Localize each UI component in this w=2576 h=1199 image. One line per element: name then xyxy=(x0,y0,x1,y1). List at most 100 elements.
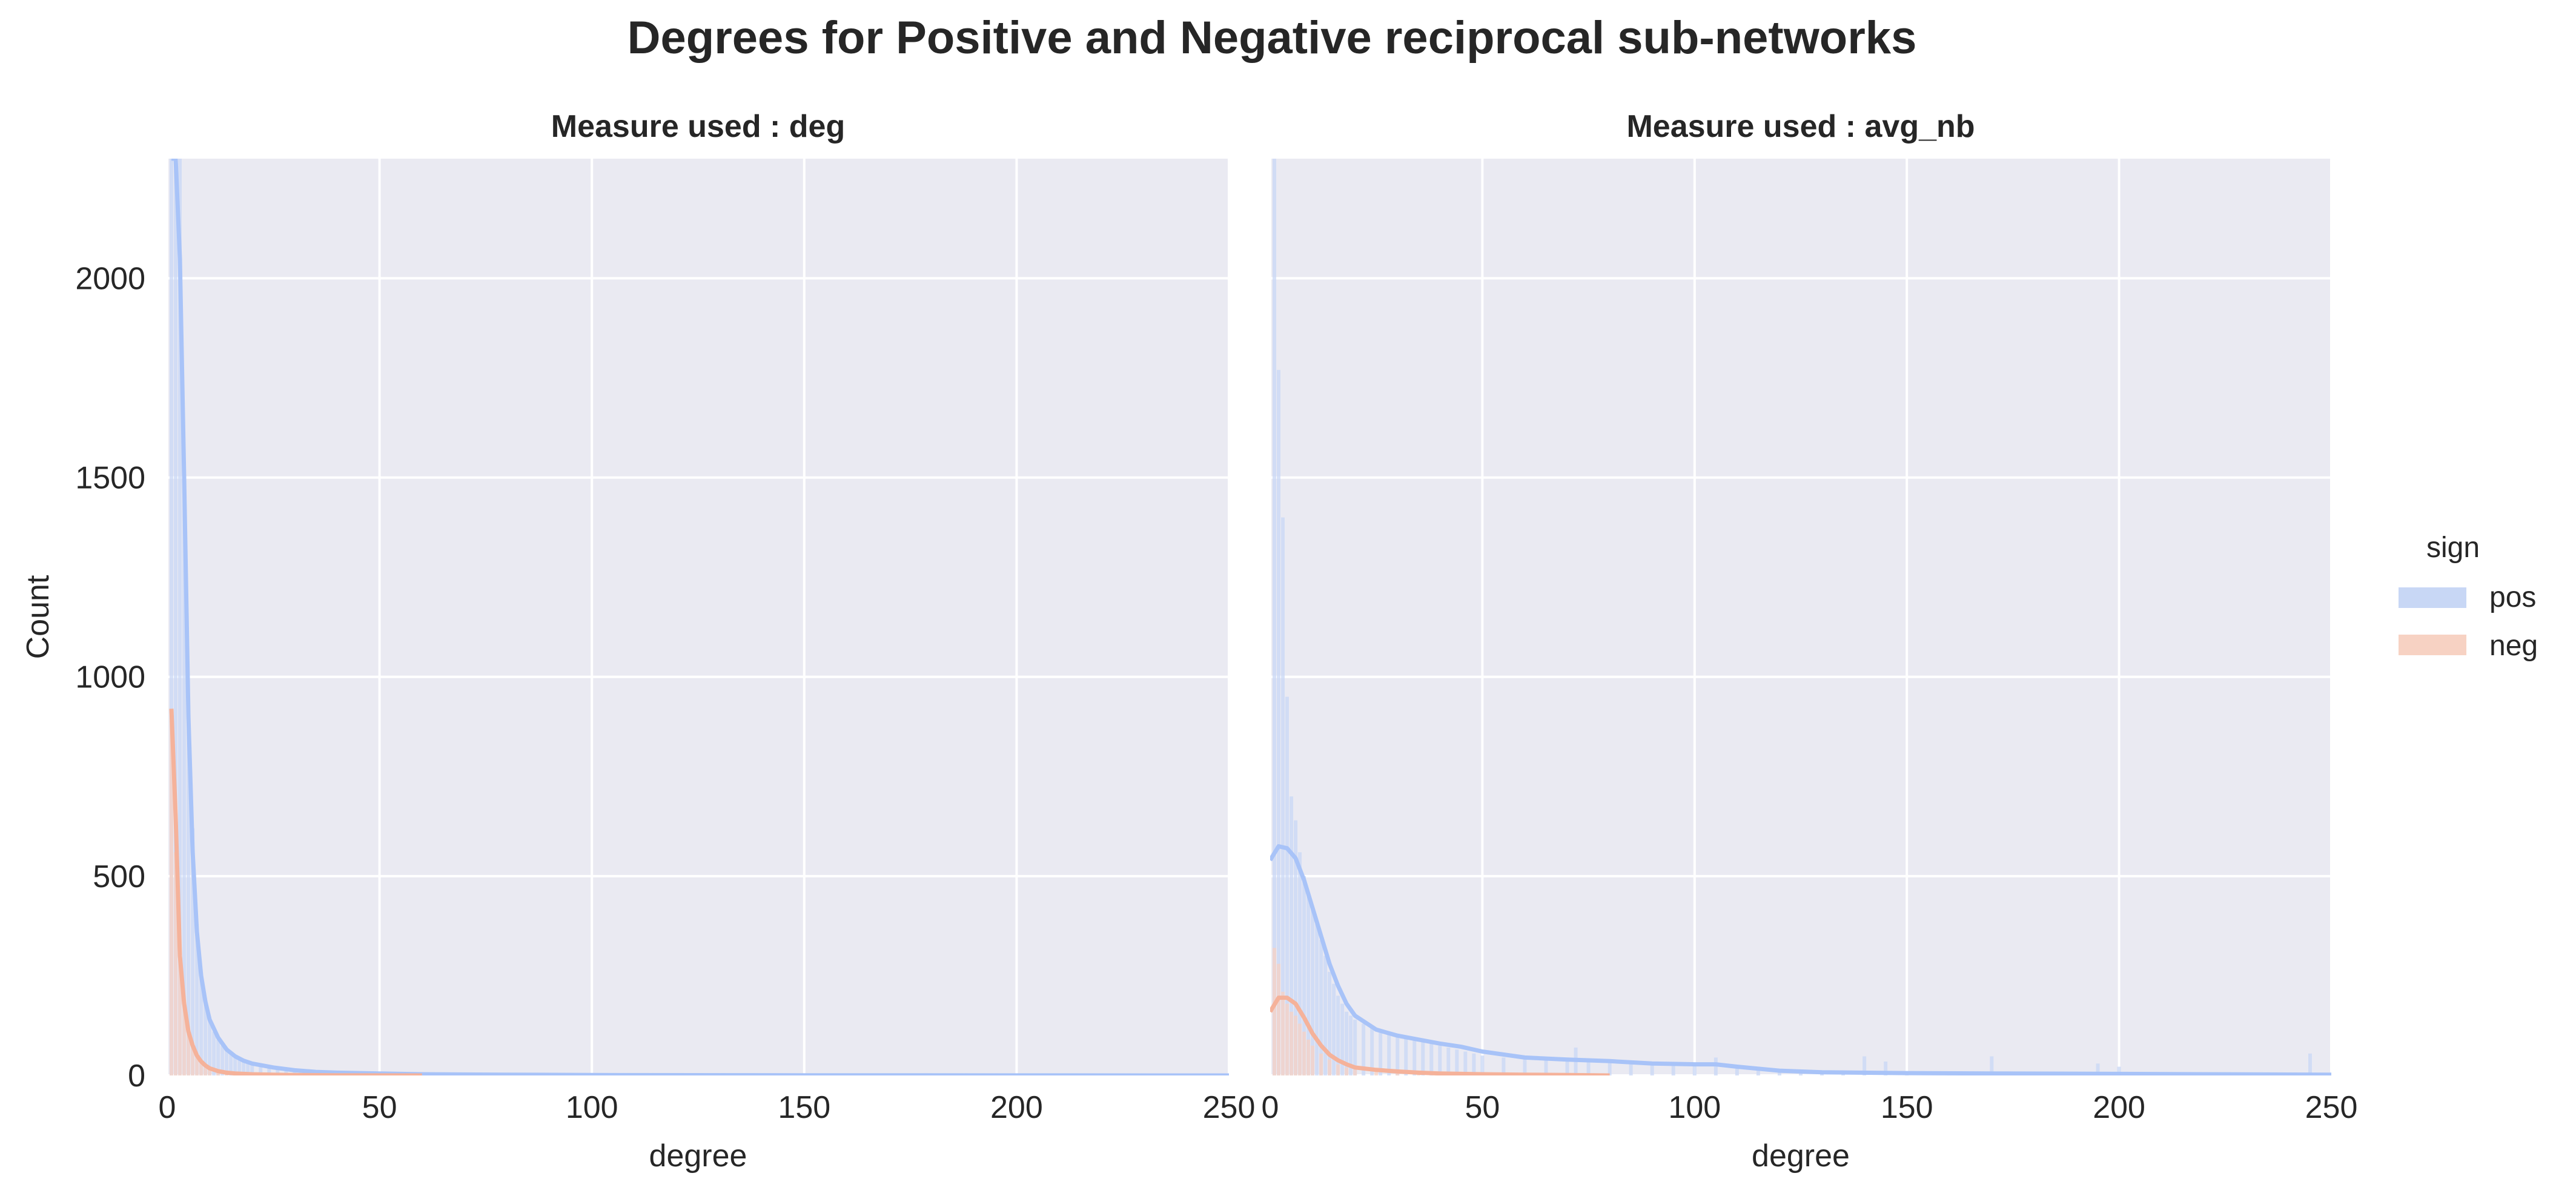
bar-pos xyxy=(1328,971,1332,1075)
bar-pos xyxy=(1862,1056,1867,1075)
kde-line-neg xyxy=(169,708,422,1075)
bar-pos xyxy=(1302,876,1306,1075)
bar-neg xyxy=(174,852,178,1075)
bar-pos xyxy=(204,1003,208,1075)
bar-pos xyxy=(1455,1049,1459,1075)
bar-pos xyxy=(1349,1016,1353,1075)
bar-neg xyxy=(1294,1016,1298,1075)
figure-title: Degrees for Positive and Negative recipr… xyxy=(627,12,1917,64)
x-tick-label: 150 xyxy=(778,1090,830,1125)
bar-neg xyxy=(1336,1064,1340,1075)
x-tick-label: 50 xyxy=(362,1090,397,1125)
bar-pos xyxy=(1294,820,1298,1075)
bar-pos xyxy=(1353,1019,1357,1075)
bar-pos xyxy=(1446,1047,1451,1075)
bar-pos xyxy=(199,971,204,1075)
bar-pos xyxy=(1608,1061,1612,1075)
bar-pos xyxy=(1735,1065,1739,1075)
bar-pos xyxy=(191,828,195,1075)
bar-pos xyxy=(1650,1063,1654,1075)
bar-pos xyxy=(216,1039,220,1075)
bar-neg xyxy=(1298,1023,1302,1075)
bar-pos xyxy=(2117,1066,2121,1075)
bar-pos xyxy=(233,1056,237,1075)
bar-pos xyxy=(225,1049,229,1075)
bar-pos xyxy=(1281,517,1285,1075)
bar-pos xyxy=(1586,1060,1591,1075)
bar-pos xyxy=(1421,1042,1425,1075)
bar-pos xyxy=(1429,1043,1434,1075)
bar-neg xyxy=(1311,1045,1315,1075)
bar-neg xyxy=(1277,963,1280,1075)
x-axis-label: degree xyxy=(1752,1138,1850,1174)
bar-pos xyxy=(1480,1055,1485,1075)
bar-pos xyxy=(276,1068,280,1075)
bar-neg xyxy=(1285,1003,1290,1075)
bar-pos xyxy=(1370,1028,1374,1075)
x-tick-label: 200 xyxy=(990,1090,1043,1125)
bar-pos xyxy=(1298,852,1302,1075)
legend-label-pos: pos xyxy=(2489,581,2536,613)
bar-neg xyxy=(178,956,182,1075)
legend-swatch-neg xyxy=(2399,635,2466,655)
bar-pos xyxy=(1345,1011,1349,1075)
bar-pos xyxy=(1756,1067,1760,1075)
bar-pos xyxy=(1277,369,1280,1075)
bar-pos xyxy=(1565,1059,1569,1075)
panel-title: Measure used : avg_nb xyxy=(1626,109,1975,144)
x-tick-label: 100 xyxy=(1668,1090,1721,1125)
bar-pos xyxy=(1311,908,1315,1075)
bar-pos xyxy=(187,696,191,1075)
bar-neg xyxy=(199,1063,204,1075)
bar-neg xyxy=(187,1031,191,1075)
bar-pos xyxy=(284,1069,288,1075)
bar-pos xyxy=(1323,956,1328,1075)
bar-pos xyxy=(242,1060,246,1075)
kde-line-pos xyxy=(1270,844,2331,1075)
y-tick-label: 2000 xyxy=(75,261,145,296)
bar-pos xyxy=(1379,1029,1383,1075)
x-tick-label: 200 xyxy=(2093,1090,2145,1125)
plot-area xyxy=(169,159,1229,1075)
bar-pos xyxy=(2096,1063,2100,1075)
bar-pos xyxy=(1332,983,1336,1075)
bar-neg xyxy=(1319,1053,1323,1075)
x-tick-label: 100 xyxy=(566,1090,618,1125)
bar-neg xyxy=(1374,1071,1379,1075)
y-axis-label: Count xyxy=(21,575,56,659)
bar-pos xyxy=(1285,696,1290,1075)
kde-line-pos xyxy=(171,159,1229,1075)
bar-pos xyxy=(1404,1036,1408,1075)
x-tick-label: 250 xyxy=(2305,1090,2358,1125)
bar-pos xyxy=(174,159,178,1075)
bar-pos xyxy=(208,1019,212,1075)
x-tick-label: 0 xyxy=(1262,1090,1279,1125)
bar-pos xyxy=(250,1063,254,1075)
bar-pos xyxy=(178,159,182,1075)
bar-neg xyxy=(1273,948,1276,1075)
bar-neg xyxy=(1396,1072,1400,1075)
panel-deg: 0 50 100 150 200 250 0 500 1000 1500 2000 Measure u… xyxy=(21,109,1255,1174)
bar-pos xyxy=(1362,1023,1366,1075)
bar-pos xyxy=(1340,1003,1345,1075)
bar-pos xyxy=(1692,1063,1697,1075)
bar-neg xyxy=(182,1003,187,1075)
x-tick-label: 50 xyxy=(1465,1090,1500,1125)
bar-neg xyxy=(1302,1031,1306,1075)
bar-pos xyxy=(1319,940,1323,1075)
bar-pos xyxy=(1396,1036,1400,1075)
x-axis-label: degree xyxy=(649,1138,747,1174)
bar-pos xyxy=(1463,1051,1468,1075)
bar-neg xyxy=(1328,1059,1332,1075)
bar-pos xyxy=(1629,1062,1633,1075)
bar-pos xyxy=(1387,1031,1391,1075)
bar-neg xyxy=(208,1069,212,1075)
bar-pos xyxy=(1412,1039,1417,1075)
bar-neg xyxy=(191,1047,195,1075)
bar-pos xyxy=(1713,1057,1718,1075)
bar-pos xyxy=(220,1045,225,1075)
bar-pos xyxy=(2308,1053,2312,1075)
panel-title: Measure used : deg xyxy=(551,109,845,144)
bar-pos xyxy=(1884,1061,1888,1075)
